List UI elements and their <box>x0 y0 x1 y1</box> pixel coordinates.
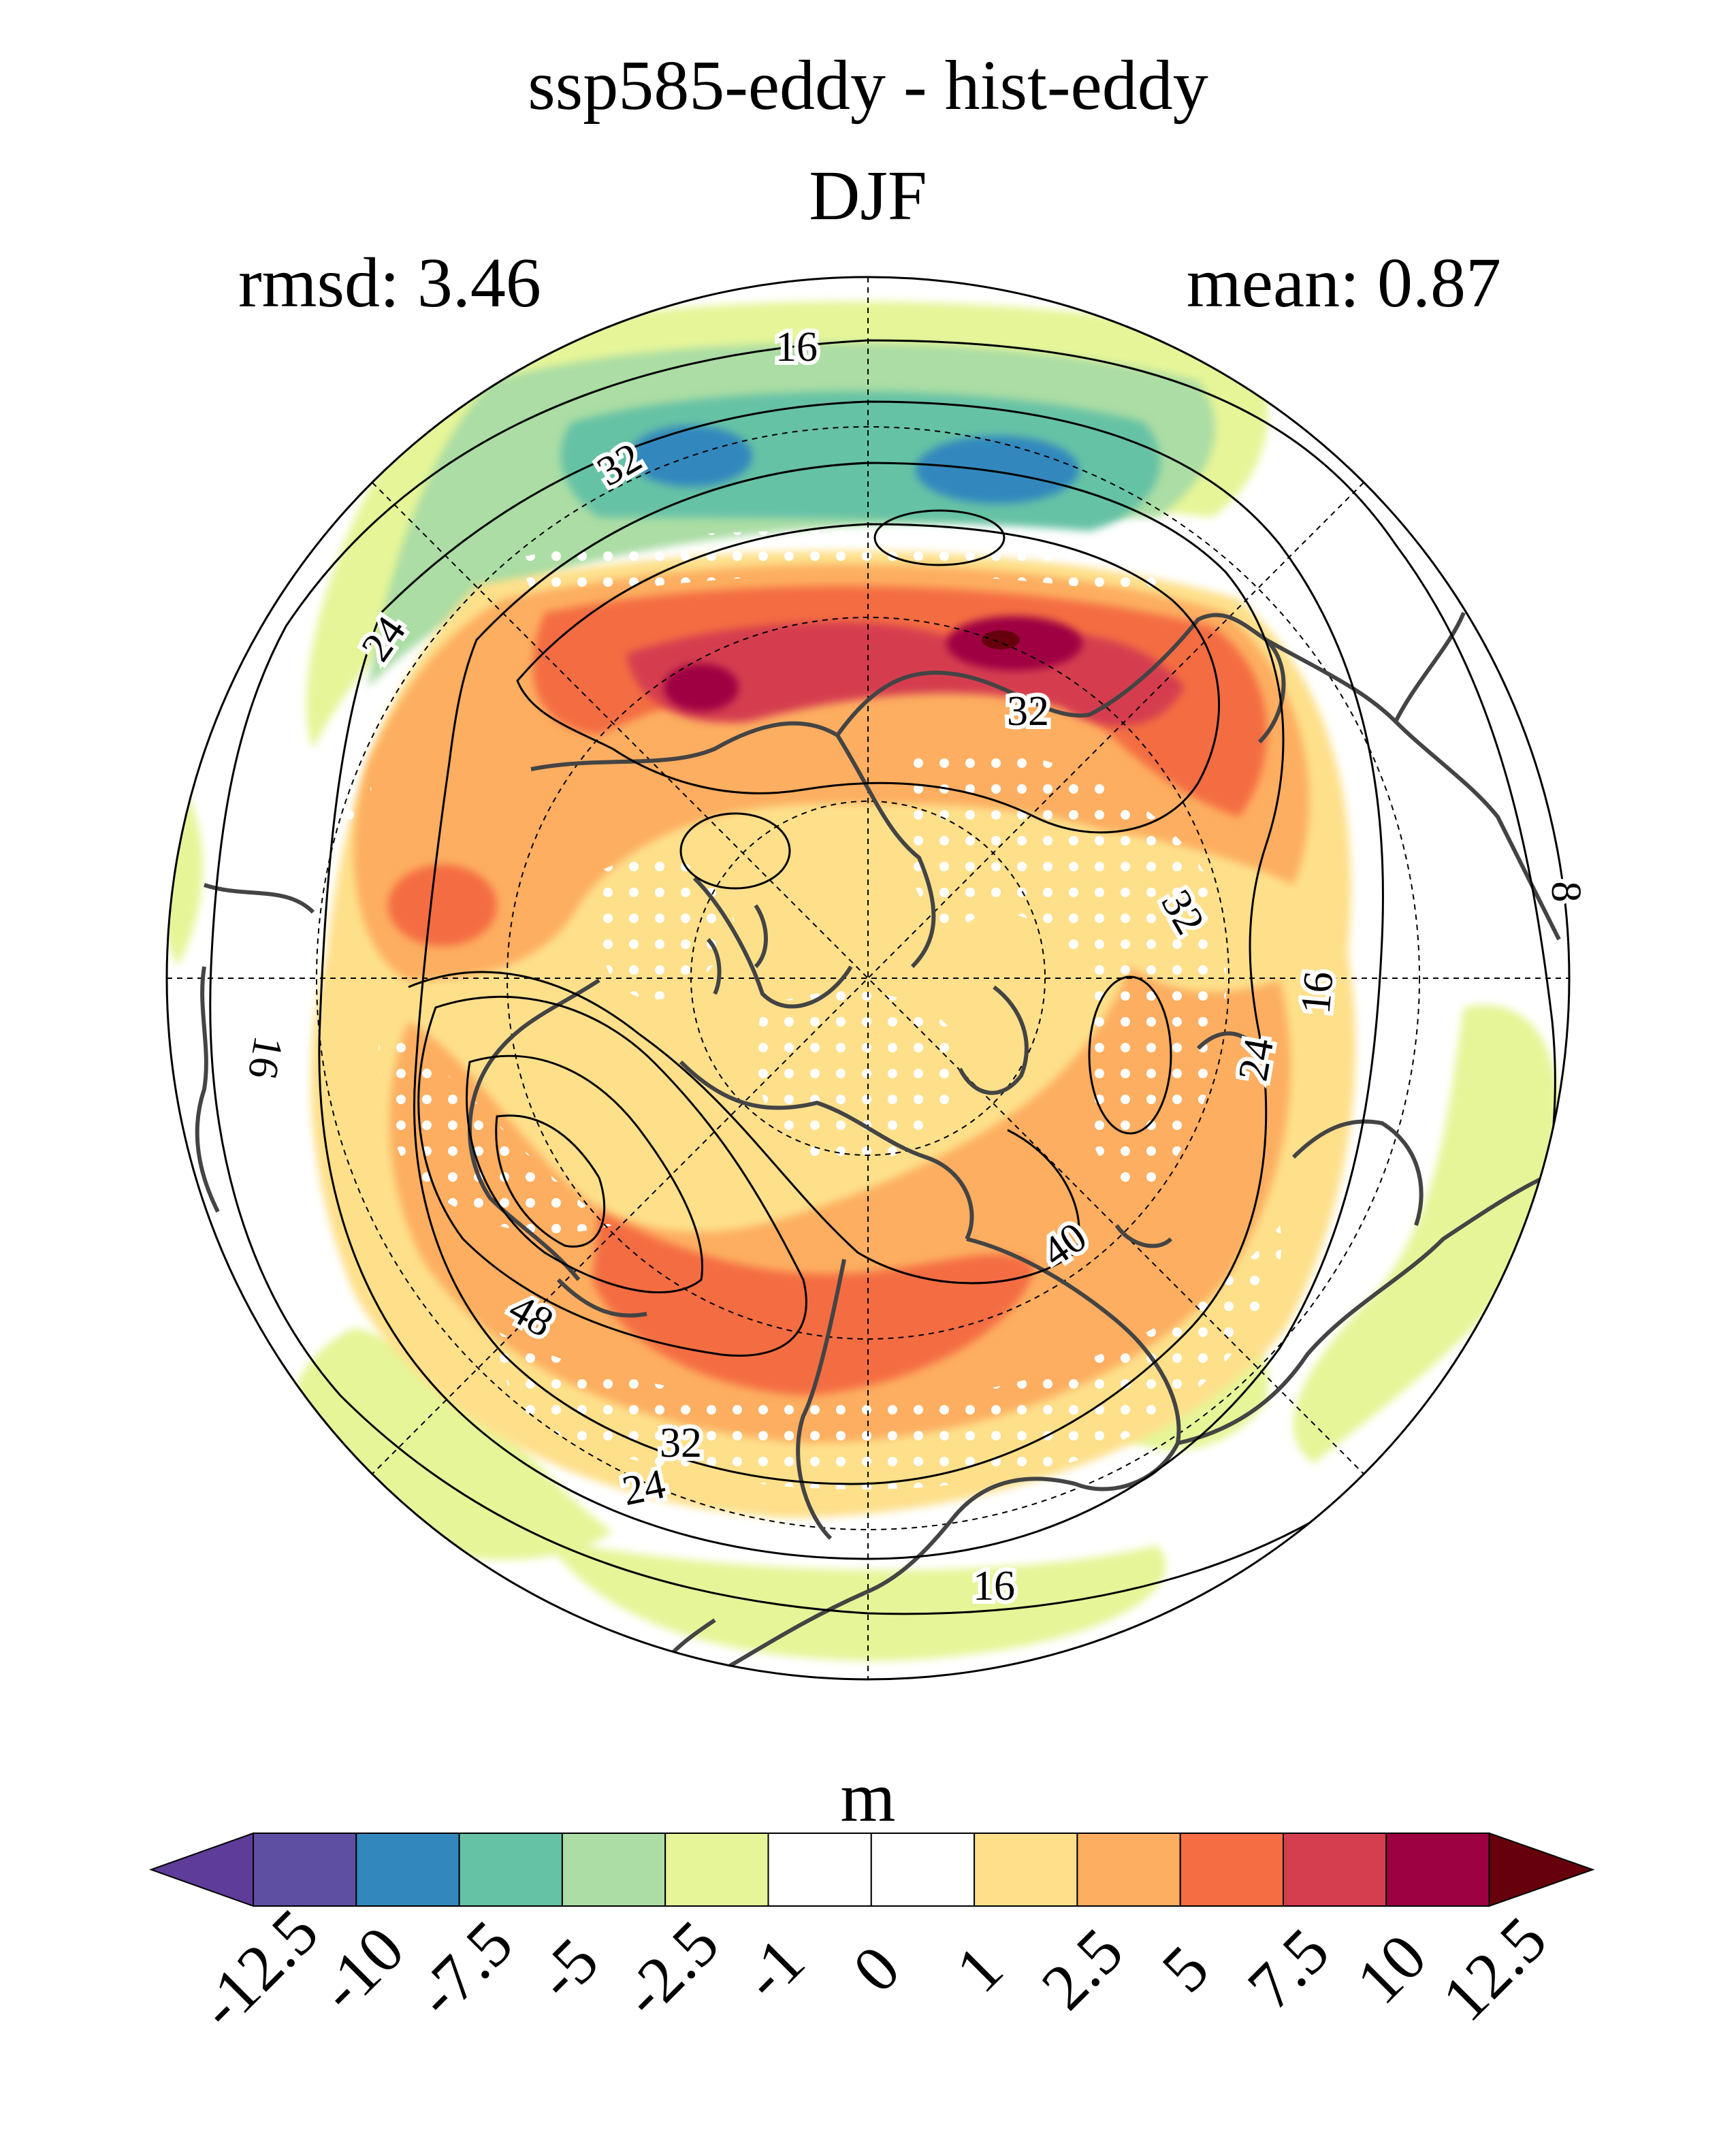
colorbar-box <box>870 1833 976 1907</box>
polar-stereographic-map: 16 32 24 32 8 32 16 24 16 40 48 32 24 16 <box>165 276 1593 1681</box>
graticule <box>167 277 1569 1679</box>
colorbar-tick-label: 10 <box>1343 1920 1441 2018</box>
contour-label: 8 <box>1543 882 1589 903</box>
colorbar-boxes <box>149 1832 1595 1907</box>
anomaly-fill-blue <box>630 425 1079 504</box>
mean-label: mean: 0.87 <box>1187 244 1501 322</box>
colorbar-box <box>1179 1833 1284 1907</box>
colorbar-box <box>767 1833 872 1907</box>
colorbar-box <box>253 1833 357 1907</box>
colorbar-tick-label: 7.5 <box>1234 1914 1343 2024</box>
colorbar-tick-label: 1 <box>942 1931 1016 2006</box>
colorbar-tick-label: 5 <box>1148 1931 1223 2006</box>
colorbar-extend-low <box>149 1832 254 1907</box>
rmsd-label: rmsd: 3.46 <box>238 244 541 322</box>
colorbar-box <box>974 1833 1078 1907</box>
contour-label: 32 <box>660 1420 702 1466</box>
colorbar-extend-high <box>1488 1832 1595 1907</box>
contour-label: 16 <box>973 1563 1015 1609</box>
colorbar-box <box>1076 1833 1181 1907</box>
colorbar-box <box>664 1833 769 1907</box>
map-title: ssp585-eddy - hist-eddy <box>528 46 1208 125</box>
colorbar-box <box>1283 1833 1387 1907</box>
colorbar-tick-label: -5 <box>522 1924 612 2014</box>
contour-label: 16 <box>239 1033 292 1082</box>
coastlines <box>195 611 1561 1677</box>
colorbar-tick-label: 2.5 <box>1027 1914 1137 2024</box>
map-subtitle: DJF <box>809 157 927 235</box>
colorbar-tick-label: 12.5 <box>1428 1903 1560 2035</box>
colorbar-tick-label: -1 <box>728 1924 818 2014</box>
colorbar-tick-label: -2.5 <box>608 1906 733 2031</box>
colorbar-tick-label: -7.5 <box>402 1906 526 2031</box>
colorbar-box <box>458 1833 563 1907</box>
colorbar-tick-label: -10 <box>304 1912 417 2025</box>
colorbar-box <box>1385 1833 1490 1907</box>
contour-label: 16 <box>1293 969 1343 1016</box>
colorbar-box <box>355 1833 460 1907</box>
contour-label: 32 <box>1007 688 1049 735</box>
anomaly-fill-max <box>982 630 1020 649</box>
contour-label: 24 <box>1229 1035 1283 1084</box>
map-border <box>165 276 1571 1681</box>
contour-label: 16 <box>775 324 818 370</box>
colorbar-box <box>561 1833 666 1907</box>
colorbar-unit-label: m <box>841 1758 896 1837</box>
colorbar-tick-label: 0 <box>839 1931 914 2006</box>
